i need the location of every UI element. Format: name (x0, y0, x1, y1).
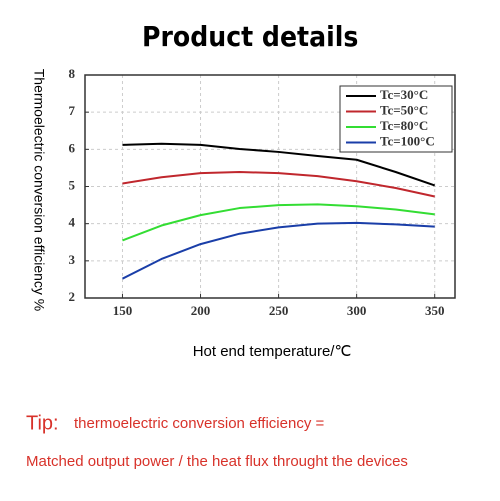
x-tick-label: 350 (425, 303, 445, 318)
x-tick-label: 150 (113, 303, 133, 318)
x-tick-label: 250 (269, 303, 289, 318)
y-tick-label: 4 (69, 215, 76, 230)
x-axis-label: Hot end temperature/℃ (193, 343, 352, 360)
legend-label: Tc=50°C (380, 102, 428, 117)
series-line (122, 221, 435, 280)
chart-title: Product details (142, 21, 358, 54)
legend-label: Tc=80°C (380, 118, 428, 133)
y-tick-label: 6 (69, 140, 76, 155)
y-tick-label: 7 (69, 103, 76, 118)
y-tick-label: 5 (69, 177, 76, 192)
y-axis-label: Thermoelectric conversion efficiency % (31, 69, 47, 312)
y-tick-label: 3 (69, 252, 76, 267)
tip-line: Matched output power / the heat flux thr… (26, 453, 408, 470)
y-tick-label: 2 (69, 289, 76, 304)
series-line (122, 203, 435, 242)
series-line (122, 142, 436, 187)
x-tick-label: 300 (347, 303, 367, 318)
legend-label: Tc=100°C (380, 133, 435, 148)
legend-label: Tc=30°C (380, 87, 428, 102)
x-tick-label: 200 (191, 303, 211, 318)
series-line (122, 171, 435, 198)
plot-frame (84, 74, 456, 299)
y-tick-label: 8 (69, 66, 76, 81)
tip-label: Tip: (26, 412, 59, 434)
tip-line: thermoelectric conversion efficiency = (74, 415, 324, 432)
